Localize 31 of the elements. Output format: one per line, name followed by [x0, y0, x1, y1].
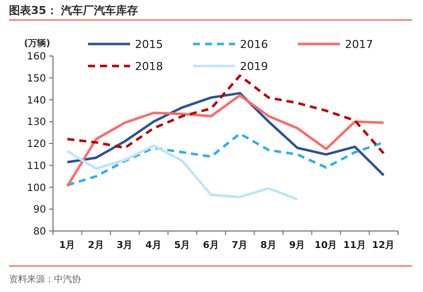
- x-tick-label: 1月: [59, 240, 76, 251]
- y-tick-label: 100: [26, 182, 46, 194]
- x-tick-label: 3月: [116, 240, 134, 251]
- y-tick-label: 110: [26, 160, 46, 172]
- y-tick-label: 150: [26, 73, 46, 84]
- x-tick-label: 12月: [372, 240, 396, 251]
- x-tick-label: 11月: [343, 240, 366, 251]
- y-tick-label: 140: [26, 95, 46, 106]
- line-series: [66, 144, 299, 201]
- y-tick-label: 130: [26, 117, 46, 128]
- legend-label: 2017: [345, 38, 373, 51]
- x-tick-label: 4月: [145, 240, 162, 251]
- y-axis-title: (万辆): [24, 38, 50, 49]
- legend-label: 2019: [240, 60, 268, 73]
- x-tick-label: 6月: [202, 240, 220, 251]
- x-tick-label: 2月: [88, 240, 104, 251]
- y-tick-label: 90: [33, 204, 46, 216]
- y-tick-label: 80: [33, 226, 46, 238]
- x-tick-label: 5月: [174, 240, 191, 251]
- chart-title: 图表35： 汽车厂汽车库存: [9, 4, 138, 17]
- x-tick-label: 8月: [260, 240, 277, 251]
- legend-label: 2016: [240, 38, 268, 51]
- x-tick-label: 9月: [289, 240, 306, 251]
- line-series: [66, 74, 385, 155]
- y-tick-label: 120: [26, 139, 46, 150]
- legend-label: 2015: [135, 38, 163, 51]
- x-tick-label: 10月: [314, 240, 338, 251]
- y-tick-label: 160: [26, 52, 46, 62]
- x-tick-label: 7月: [232, 240, 248, 251]
- text: 资料来源：中汽协: [9, 274, 81, 285]
- legend-label: 2018: [135, 60, 163, 73]
